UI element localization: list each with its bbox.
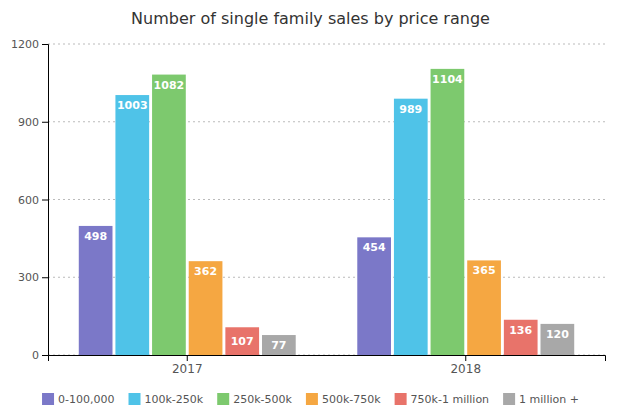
legend-item: 750k-1 million bbox=[395, 393, 490, 406]
chart-svg: Number of single family sales by price r… bbox=[0, 0, 621, 417]
bar bbox=[394, 99, 428, 355]
grid bbox=[48, 44, 605, 355]
chart-container: Number of single family sales by price r… bbox=[0, 0, 621, 417]
legend-item: 250k-500k bbox=[217, 393, 292, 406]
data-label: 107 bbox=[231, 335, 254, 348]
legend-label: 0-100,000 bbox=[58, 393, 114, 406]
legend-item: 0-100,000 bbox=[42, 393, 114, 406]
legend-swatch bbox=[395, 393, 407, 405]
legend-item: 1 million + bbox=[503, 393, 579, 406]
bar bbox=[225, 327, 259, 355]
y-tick: 0 bbox=[32, 349, 48, 362]
data-label: 365 bbox=[473, 264, 496, 277]
y-tick: 300 bbox=[18, 271, 48, 284]
x-tick-mark bbox=[465, 355, 466, 361]
y-tick: 900 bbox=[18, 116, 48, 129]
y-tick-label: 300 bbox=[18, 271, 39, 284]
bar bbox=[79, 226, 113, 355]
bar bbox=[467, 260, 501, 355]
y-tick-mark bbox=[42, 44, 48, 45]
bar bbox=[541, 324, 575, 355]
plot-area: 4984541003989108211043623651071367712003… bbox=[11, 38, 606, 376]
bar bbox=[504, 320, 538, 355]
legend-label: 500k-750k bbox=[322, 393, 381, 406]
legend-label: 750k-1 million bbox=[411, 393, 490, 406]
legend-swatch bbox=[217, 393, 229, 405]
legend: 0-100,000 100k-250k 250k-500k 500k-750k 750k… bbox=[42, 393, 579, 406]
legend-label: 100k-250k bbox=[145, 393, 204, 406]
bars bbox=[79, 69, 574, 355]
bar bbox=[262, 335, 296, 355]
bar bbox=[152, 75, 186, 355]
legend-label: 250k-500k bbox=[233, 393, 292, 406]
x-axis: 2017 2018 bbox=[49, 355, 606, 376]
chart-title: Number of single family sales by price r… bbox=[131, 9, 490, 28]
data-label: 136 bbox=[509, 324, 532, 337]
bar bbox=[115, 95, 149, 355]
grid-line bbox=[48, 44, 605, 45]
x-tick-label: 2018 bbox=[450, 362, 481, 376]
y-tick-mark bbox=[42, 122, 48, 123]
data-label: 120 bbox=[546, 328, 569, 341]
y-axis-line bbox=[42, 45, 49, 356]
bar bbox=[431, 69, 465, 355]
bar bbox=[357, 237, 391, 355]
data-label: 77 bbox=[271, 339, 286, 352]
data-label: 1003 bbox=[117, 99, 148, 112]
y-tick-label: 1200 bbox=[11, 38, 39, 51]
legend-swatch bbox=[503, 393, 515, 405]
data-label: 1082 bbox=[154, 79, 185, 92]
y-tick-label: 900 bbox=[18, 116, 39, 129]
y-tick: 600 bbox=[18, 194, 48, 207]
x-tick: 2017 bbox=[172, 355, 203, 376]
data-label: 454 bbox=[363, 241, 386, 254]
data-label: 362 bbox=[194, 265, 217, 278]
legend-item: 500k-750k bbox=[306, 393, 381, 406]
data-label: 1104 bbox=[432, 73, 463, 86]
y-tick: 1200 bbox=[11, 38, 48, 51]
legend-swatch bbox=[306, 393, 318, 405]
bar bbox=[189, 261, 223, 355]
legend-swatch bbox=[129, 393, 141, 405]
y-tick-label: 0 bbox=[32, 349, 39, 362]
x-tick-mark bbox=[187, 355, 188, 361]
legend-label: 1 million + bbox=[519, 393, 579, 406]
y-tick-mark bbox=[42, 200, 48, 201]
x-tick-label: 2017 bbox=[172, 362, 203, 376]
y-tick-mark bbox=[42, 355, 48, 356]
data-label: 498 bbox=[84, 230, 107, 243]
data-label: 989 bbox=[399, 103, 422, 116]
legend-item: 100k-250k bbox=[129, 393, 204, 406]
y-tick-label: 600 bbox=[18, 194, 39, 207]
y-axis: 0 300 600 900 1200 bbox=[11, 38, 49, 362]
data-labels: 498 454 1003 989 1082 1104 362 365 107 136 77 120 bbox=[84, 73, 569, 352]
x-tick: 2018 bbox=[450, 355, 481, 376]
legend-swatch bbox=[42, 393, 54, 405]
x-axis-line bbox=[49, 356, 606, 362]
y-tick-mark bbox=[42, 277, 48, 278]
